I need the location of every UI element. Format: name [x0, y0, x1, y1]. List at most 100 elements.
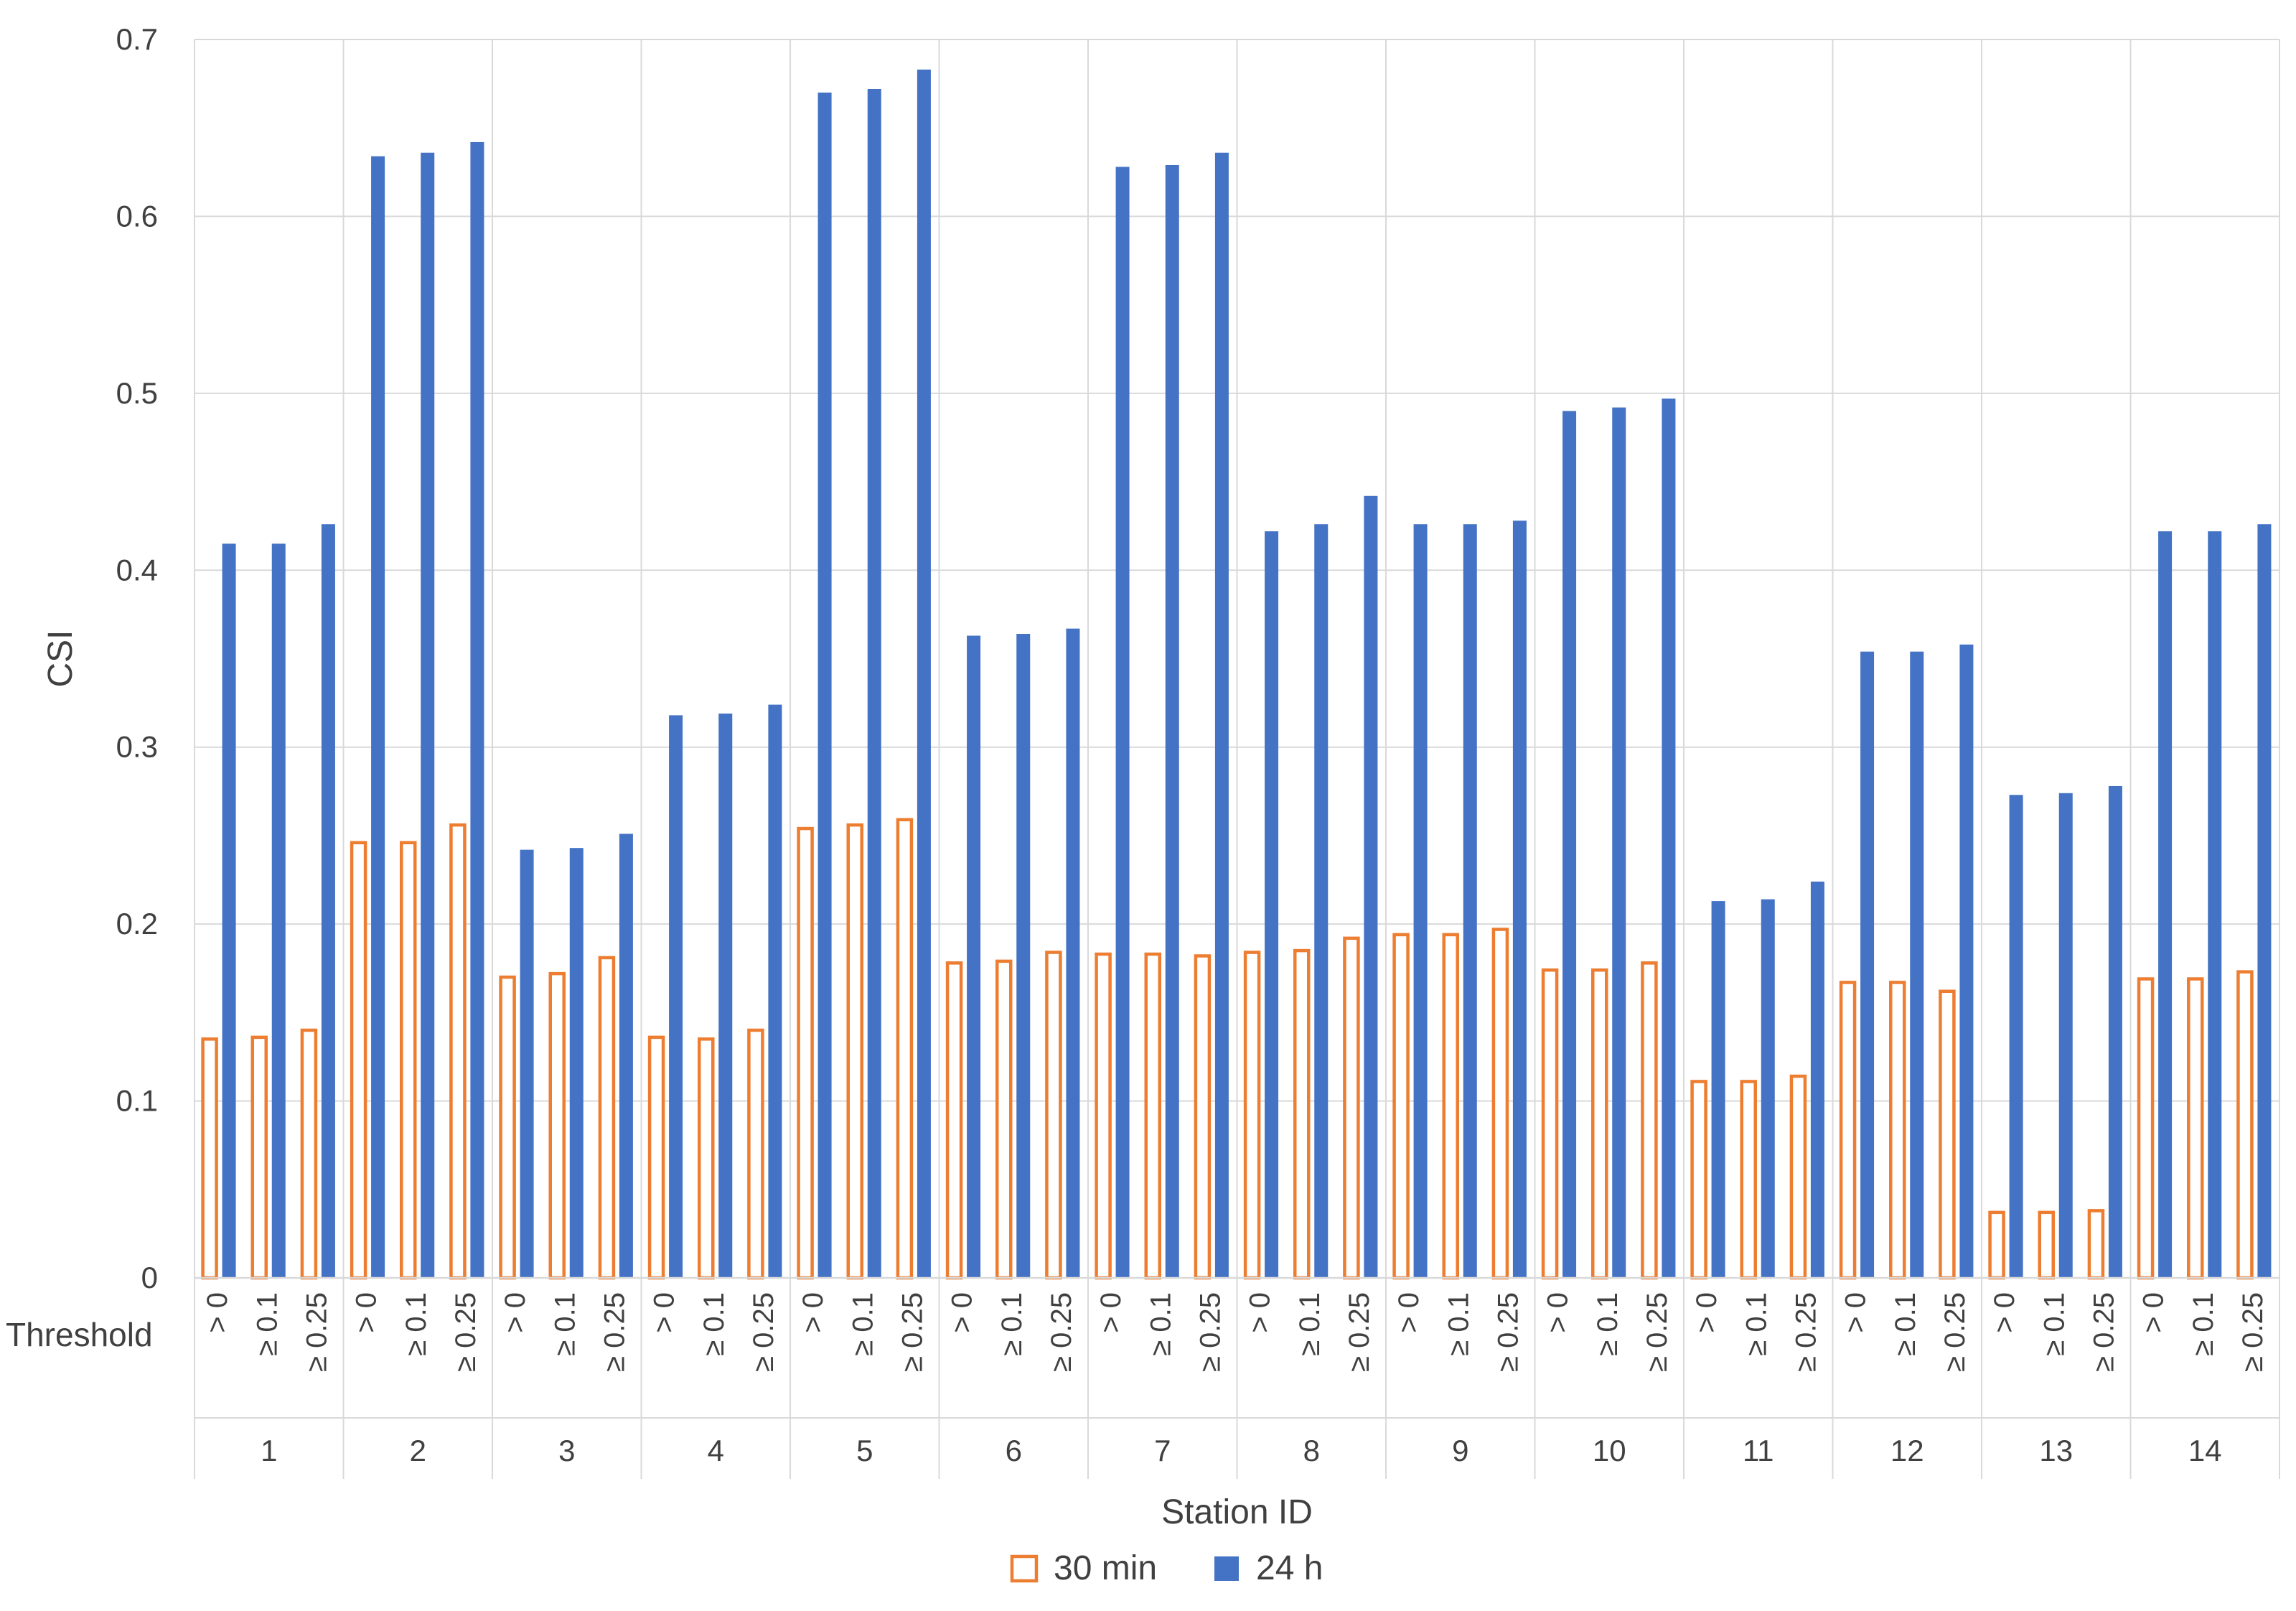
station-tick-label: 8 — [1303, 1434, 1320, 1467]
labels: 0 0.1 0.2 0.3 0.4 0.5 0.6 0.7 > 0 ≥ 0.1 ≥ 0.25 > 0 ≥… — [6, 22, 2269, 1531]
bar-30min — [797, 826, 814, 1280]
bar-30min — [945, 961, 963, 1280]
threshold-tick-label: ≥ 0.25 — [2088, 1292, 2119, 1372]
y-tick-label: 0.7 — [116, 22, 158, 56]
bar-30min — [1045, 951, 1062, 1280]
bar-30min — [449, 823, 467, 1280]
threshold-tick-label: > 0 — [1840, 1292, 1872, 1333]
bar-24h — [1512, 520, 1527, 1279]
bar-30min — [2087, 1209, 2105, 1280]
threshold-tick-label: > 0 — [947, 1292, 978, 1333]
bar-24h — [222, 543, 236, 1278]
bar-24h — [1860, 651, 1875, 1278]
station-tick-label: 6 — [1006, 1434, 1022, 1467]
axes — [194, 1276, 2280, 1479]
y-tick-label: 0.2 — [116, 907, 158, 940]
threshold-tick-label: ≥ 0.25 — [1939, 1292, 1971, 1372]
bar-30min — [1491, 928, 1509, 1280]
threshold-tick-label: ≥ 0.25 — [896, 1292, 928, 1372]
bar-24h — [1463, 524, 1477, 1278]
bar-24h — [371, 156, 385, 1279]
bar-30min — [2236, 970, 2254, 1280]
bar-30min — [201, 1037, 218, 1280]
bar-24h — [1761, 899, 1775, 1278]
bar-30min — [1839, 981, 1857, 1280]
bar-30min — [2137, 977, 2155, 1280]
station-tick-label: 9 — [1452, 1434, 1468, 1467]
threshold-tick-label: ≥ 0.1 — [847, 1292, 878, 1356]
y-tick-label: 0.5 — [116, 376, 158, 410]
bar-24h — [718, 713, 733, 1278]
bar-24h — [2158, 531, 2173, 1278]
bar-24h — [1959, 644, 1974, 1278]
threshold-tick-label: > 0 — [797, 1292, 829, 1333]
threshold-tick-label: ≥ 0.25 — [1492, 1292, 1524, 1372]
threshold-tick-label: ≥ 0.1 — [1740, 1292, 1772, 1356]
bar-30min — [1442, 933, 1459, 1280]
station-tick-label: 1 — [261, 1434, 277, 1467]
threshold-tick-label: ≥ 0.25 — [1046, 1292, 1077, 1372]
threshold-tick-label: > 0 — [1542, 1292, 1574, 1333]
station-tick-label: 11 — [1743, 1434, 1774, 1467]
threshold-tick-label: > 0 — [202, 1292, 233, 1333]
bar-24h — [1910, 651, 1924, 1278]
legend-swatch-30min — [1010, 1554, 1039, 1583]
bar-24h — [1612, 407, 1626, 1278]
threshold-tick-label: ≥ 0.1 — [1145, 1292, 1176, 1356]
y-tick-label: 0 — [141, 1261, 158, 1294]
bar-30min — [896, 818, 914, 1280]
legend-label-30min: 30 min — [1054, 1549, 1157, 1587]
bar-24h — [1214, 152, 1229, 1279]
bar-24h — [1265, 531, 1279, 1278]
bar-24h — [1165, 164, 1179, 1279]
legend: 30 min 24 h — [1010, 1549, 1323, 1587]
bar-30min — [350, 841, 367, 1280]
threshold-tick-label: ≥ 0.25 — [1641, 1292, 1673, 1372]
threshold-tick-label: ≥ 0.25 — [1344, 1292, 1375, 1372]
bar-24h — [768, 704, 782, 1278]
bar-30min — [1541, 968, 1559, 1280]
threshold-tick-label: ≥ 0.1 — [549, 1292, 581, 1356]
bar-30min — [400, 841, 417, 1280]
threshold-tick-label: ≥ 0.1 — [996, 1292, 1028, 1356]
threshold-tick-label: ≥ 0.1 — [698, 1292, 730, 1356]
bar-24h — [2108, 785, 2122, 1278]
station-tick-label: 13 — [2039, 1434, 2073, 1467]
threshold-tick-label: ≥ 0.1 — [1890, 1292, 1921, 1356]
bar-24h — [1562, 411, 1577, 1278]
bar-30min — [598, 956, 616, 1280]
station-tick-label: 4 — [708, 1434, 724, 1467]
threshold-tick-label: > 0 — [2138, 1292, 2170, 1333]
station-tick-label: 5 — [856, 1434, 873, 1467]
threshold-tick-label: > 0 — [1393, 1292, 1425, 1333]
y-tick-label: 0.3 — [116, 730, 158, 764]
bar-24h — [917, 69, 931, 1279]
bar-30min — [1343, 936, 1360, 1280]
bars — [201, 69, 2272, 1280]
threshold-tick-label: ≥ 0.25 — [748, 1292, 779, 1372]
x-axis-title: Station ID — [1161, 1493, 1313, 1531]
threshold-tick-label: ≥ 0.25 — [2237, 1292, 2269, 1372]
threshold-tick-label: ≥ 0.25 — [450, 1292, 482, 1372]
bar-24h — [1016, 634, 1031, 1278]
threshold-tick-label: ≥ 0.25 — [1790, 1292, 1822, 1372]
station-tick-label: 2 — [410, 1434, 426, 1467]
threshold-tick-label: > 0 — [1245, 1292, 1276, 1333]
bar-24h — [421, 152, 435, 1279]
station-tick-label: 3 — [558, 1434, 575, 1467]
bar-24h — [2208, 531, 2222, 1278]
grid-lines — [194, 39, 2280, 1278]
bar-30min — [1789, 1074, 1807, 1280]
bar-24h — [1711, 901, 1725, 1278]
threshold-tick-label: ≥ 0.1 — [251, 1292, 283, 1356]
bar-30min — [1988, 1210, 2005, 1280]
threshold-tick-label: > 0 — [500, 1292, 531, 1333]
bar-24h — [619, 833, 633, 1278]
bar-24h — [1314, 524, 1329, 1278]
bar-24h — [2257, 524, 2272, 1278]
bar-30min — [2038, 1210, 2055, 1280]
bar-24h — [2058, 793, 2073, 1278]
bar-30min — [1194, 954, 1212, 1280]
bar-30min — [250, 1035, 268, 1280]
